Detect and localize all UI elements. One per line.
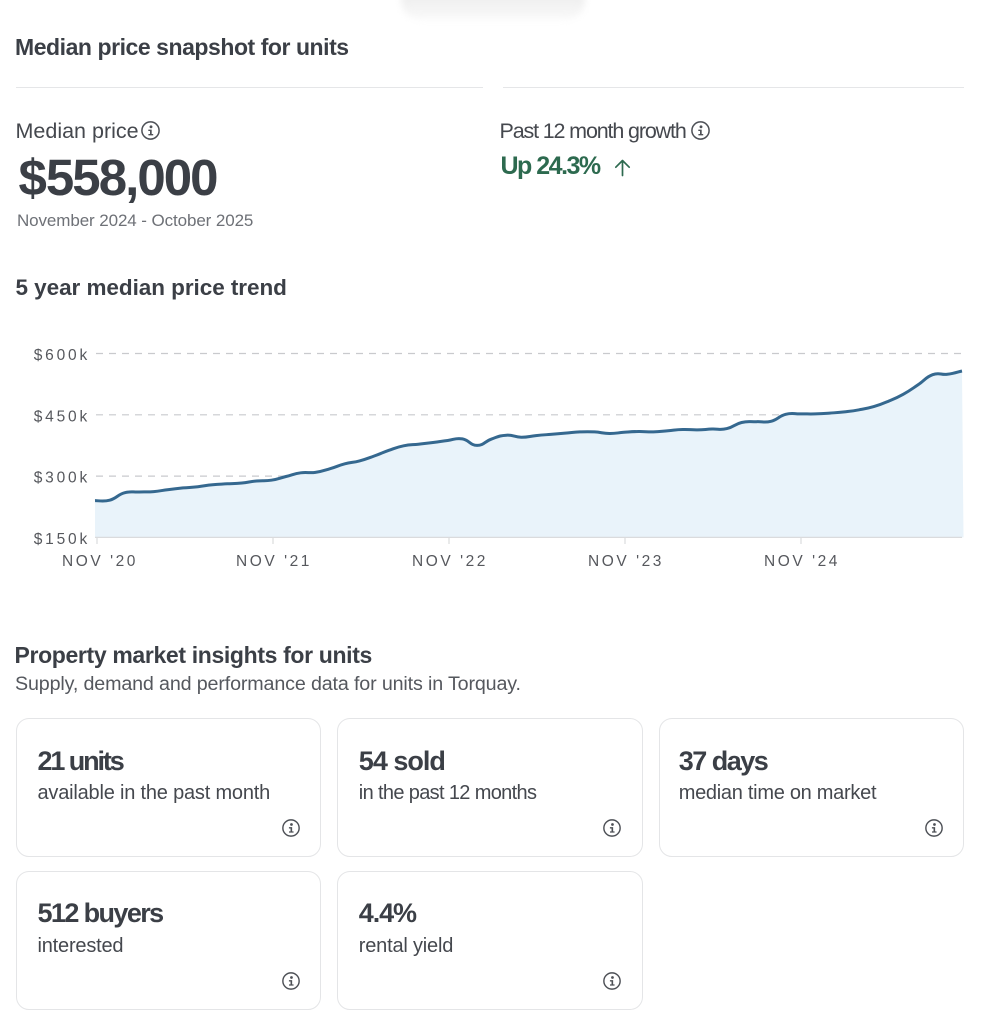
svg-text:$450k: $450k xyxy=(34,408,90,425)
svg-text:NOV '23: NOV '23 xyxy=(588,553,664,570)
svg-text:$300k: $300k xyxy=(34,470,90,487)
svg-text:$600k: $600k xyxy=(34,347,90,364)
svg-text:NOV '22: NOV '22 xyxy=(412,553,488,570)
svg-text:NOV '21: NOV '21 xyxy=(236,553,312,570)
svg-text:NOV '24: NOV '24 xyxy=(764,553,840,570)
svg-text:NOV '20: NOV '20 xyxy=(62,553,138,570)
svg-text:$150k: $150k xyxy=(34,531,90,548)
